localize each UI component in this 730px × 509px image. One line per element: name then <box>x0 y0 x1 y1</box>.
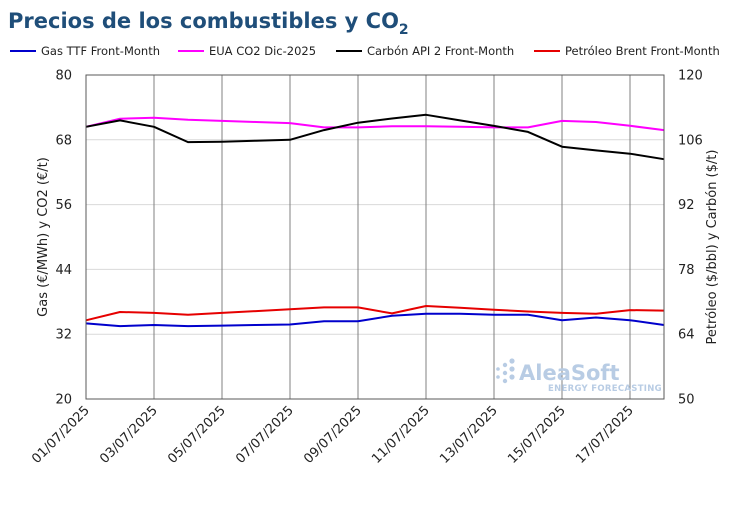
right-tick-label: 120 <box>678 69 703 84</box>
x-tick-label: 07/07/2025 <box>233 403 297 467</box>
legend-item: Gas TTF Front-Month <box>10 44 160 58</box>
plot-frame <box>85 74 665 400</box>
x-tick-label: 15/07/2025 <box>505 403 569 467</box>
right-tick-label: 92 <box>678 198 695 213</box>
legend-label: EUA CO2 Dic-2025 <box>209 44 316 58</box>
x-tick-label: 09/07/2025 <box>301 403 365 467</box>
legend-item: Petróleo Brent Front-Month <box>534 44 720 58</box>
gridlines <box>86 74 664 400</box>
left-axis-ticks: 80 68 56 44 32 20 <box>55 69 72 408</box>
x-tick-label: 05/07/2025 <box>165 403 229 467</box>
x-axis-ticks: 01/07/2025 03/07/2025 05/07/2025 07/07/2025… <box>29 403 637 467</box>
left-tick-label: 80 <box>55 69 72 84</box>
series-lines <box>85 113 665 328</box>
series-line <box>85 305 665 322</box>
chart-title: Precios de los combustibles y CO2 <box>8 9 409 38</box>
right-tick-label: 106 <box>678 133 703 148</box>
x-tick-label: 11/07/2025 <box>369 403 433 467</box>
x-tick-label: 03/07/2025 <box>97 403 161 467</box>
left-tick-label: 44 <box>55 263 72 278</box>
right-tick-label: 64 <box>678 328 695 343</box>
right-tick-label: 78 <box>678 263 695 278</box>
legend-label: Petróleo Brent Front-Month <box>565 44 720 58</box>
x-tick-label: 01/07/2025 <box>29 403 93 467</box>
legend-label: Gas TTF Front-Month <box>41 44 160 58</box>
right-axis-label: Petróleo ($/bbl) y Carbón ($/t) <box>705 150 720 345</box>
left-axis-label: Gas (€/MWh) y CO2 (€/t) <box>36 157 51 317</box>
series-line <box>85 312 665 328</box>
right-tick-label: 50 <box>678 393 695 408</box>
x-tick-label: 17/07/2025 <box>573 403 637 467</box>
series-line <box>85 113 665 161</box>
left-tick-label: 56 <box>55 198 72 213</box>
left-tick-label: 68 <box>55 133 72 148</box>
left-tick-label: 32 <box>55 328 72 343</box>
watermark-brand: AleaSoft <box>519 361 620 385</box>
right-axis-ticks: 120 106 92 78 64 50 <box>678 69 703 408</box>
aleasoft-watermark: AleaSoft ENERGY FORECASTING <box>496 358 662 394</box>
series-line <box>85 116 665 132</box>
aleasoft-logo-icon <box>496 358 515 384</box>
left-tick-label: 20 <box>55 393 72 408</box>
chart-legend: Gas TTF Front-Month EUA CO2 Dic-2025 Carbó… <box>10 44 720 58</box>
x-tick-label: 13/07/2025 <box>437 403 501 467</box>
watermark-tagline: ENERGY FORECASTING <box>548 384 662 394</box>
legend-item: EUA CO2 Dic-2025 <box>178 44 316 58</box>
legend-label: Carbón API 2 Front-Month <box>367 44 514 58</box>
legend-item: Carbón API 2 Front-Month <box>336 44 514 58</box>
